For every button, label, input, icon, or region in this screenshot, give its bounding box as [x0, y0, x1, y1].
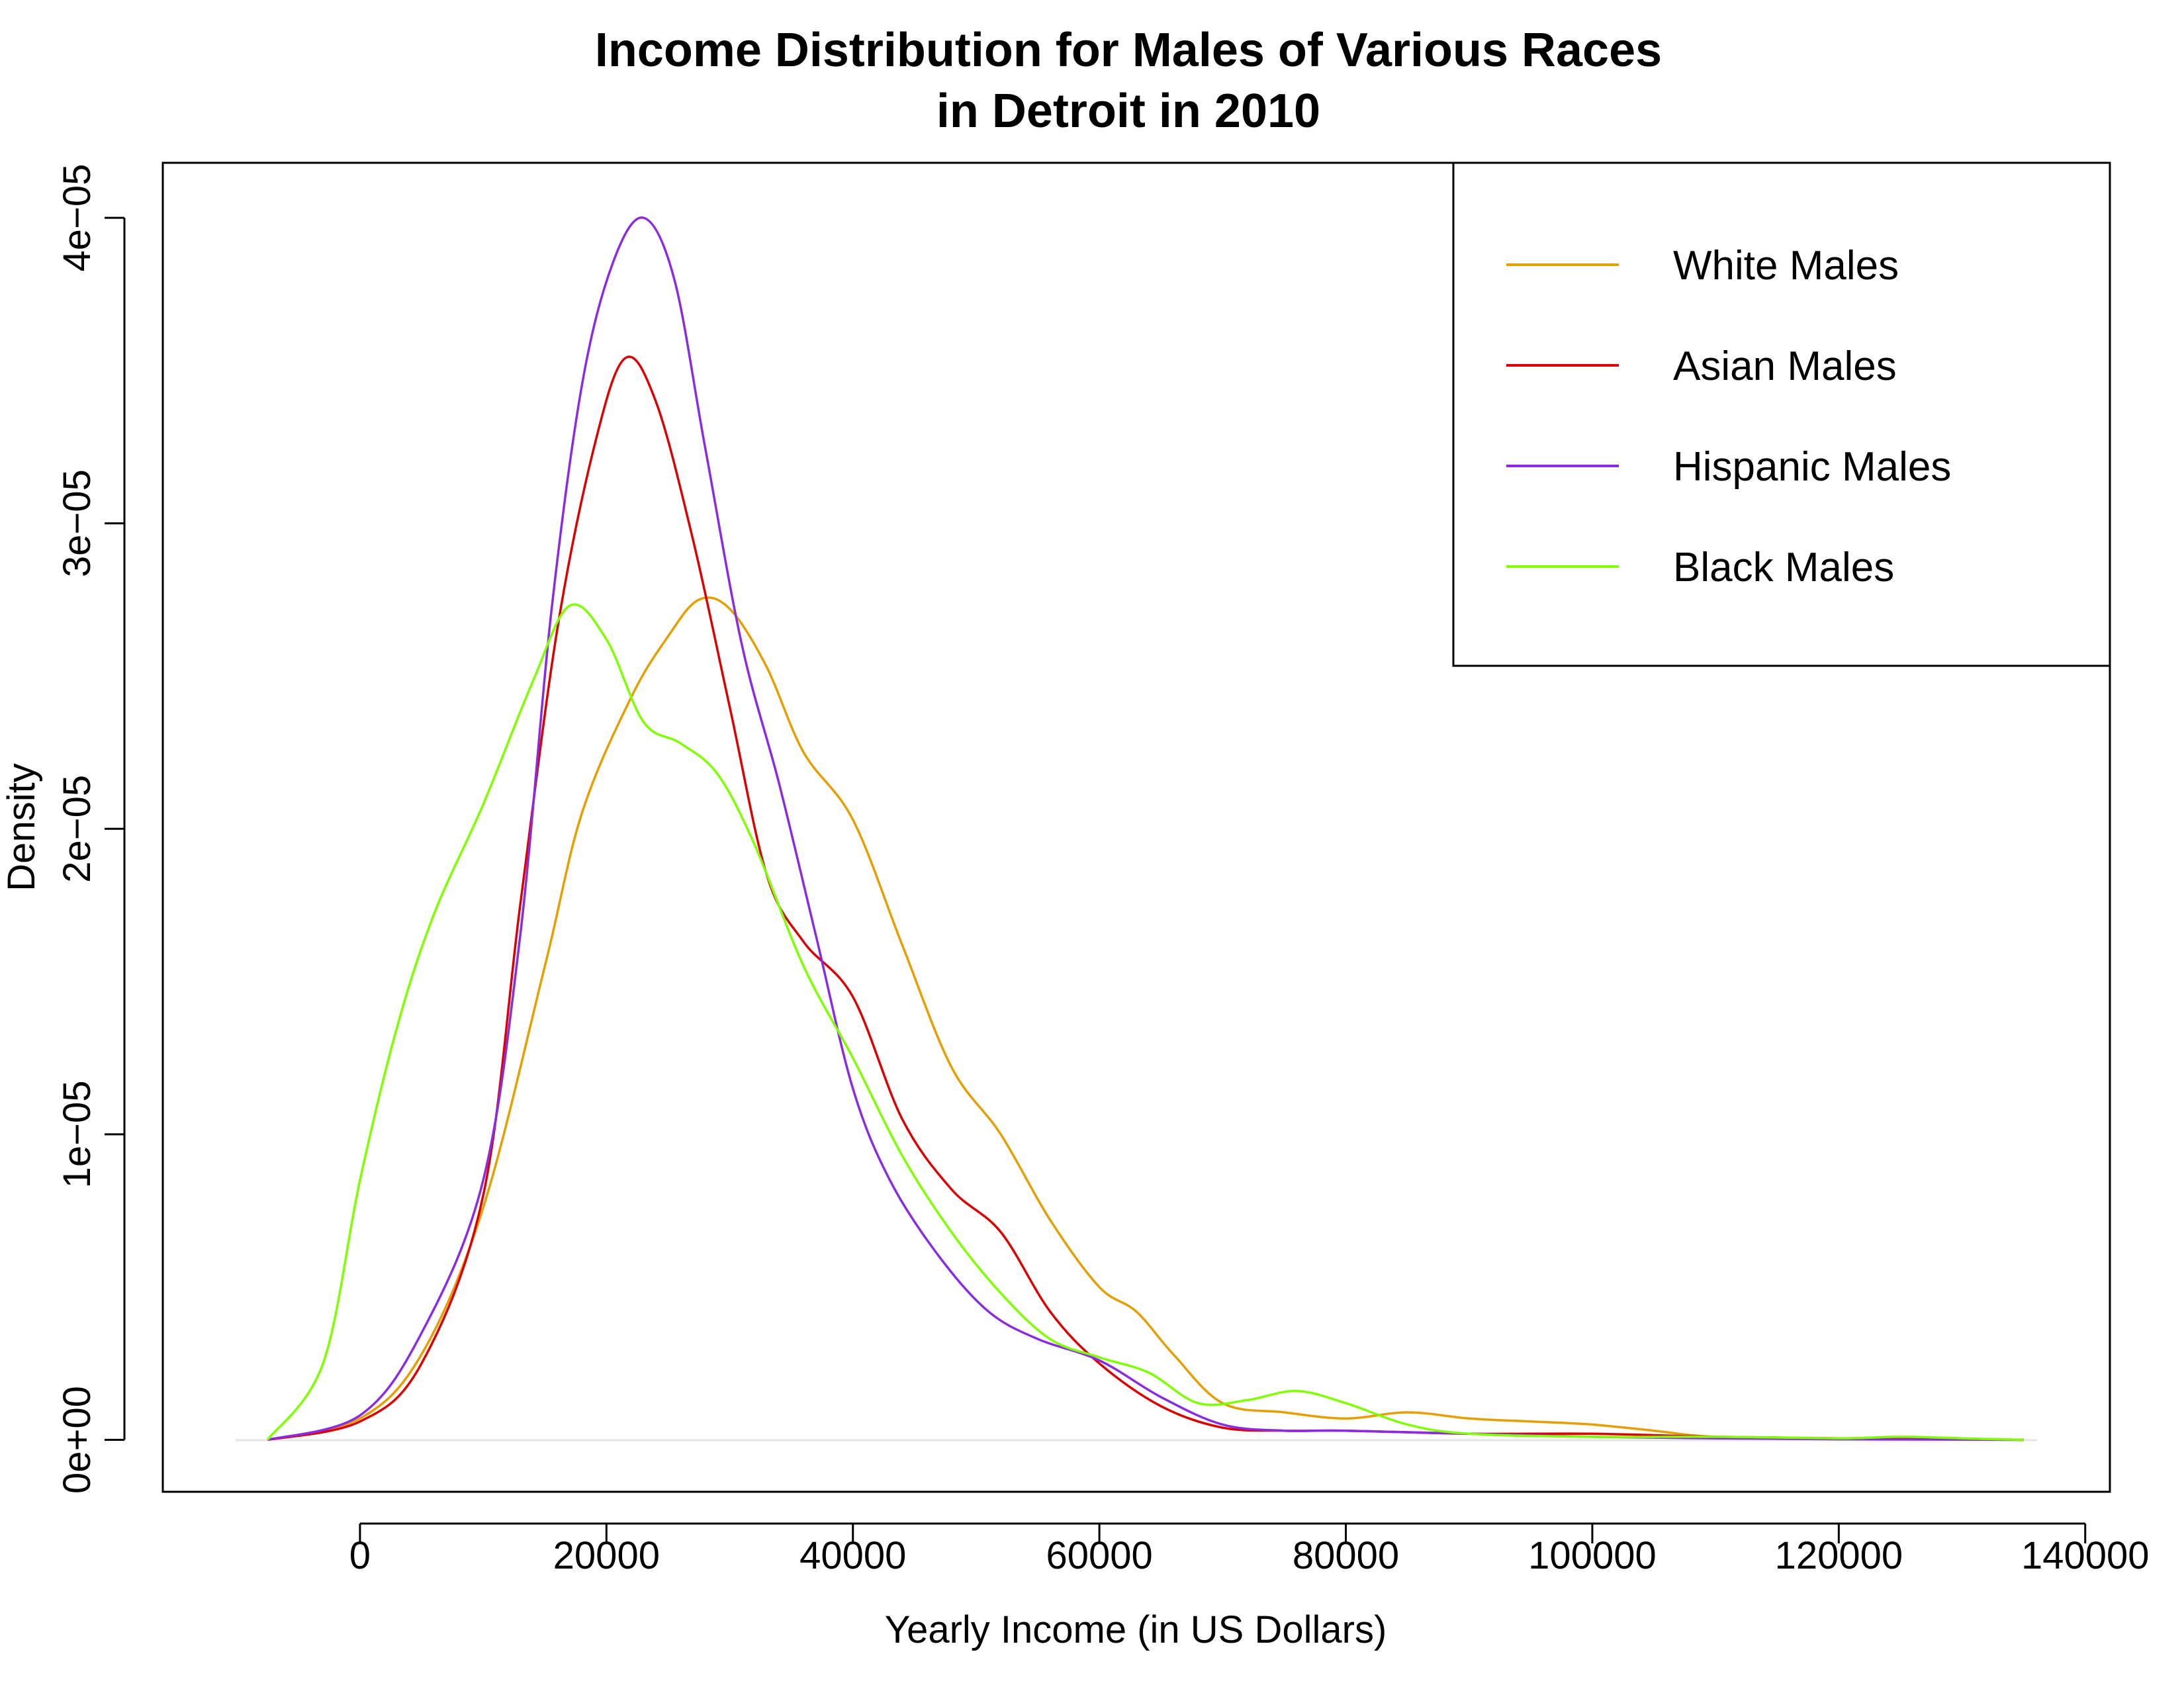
y-tick-label: 3e−05	[56, 469, 99, 577]
legend-box	[1452, 161, 2111, 667]
x-axis: 0 20000 40000 60000 80000 100000 120000 140000	[349, 1522, 2150, 1577]
legend-label-white-males: White Males	[1673, 243, 1899, 289]
series-line-black-males	[266, 603, 2024, 1441]
x-tick-label: 140000	[2021, 1534, 2150, 1577]
y-axis: 0e+00 1e−05 2e−05 3e−05 4e−05	[56, 164, 126, 1494]
x-tick-label: 40000	[799, 1534, 906, 1577]
x-axis-label: Yearly Income (in US Dollars)	[885, 1608, 1387, 1651]
legend-label-asian-males: Asian Males	[1673, 343, 1897, 389]
series-lines	[266, 216, 2024, 1441]
x-tick-label: 100000	[1528, 1534, 1657, 1577]
y-tick-label: 4e−05	[56, 164, 99, 272]
x-tick-label: 80000	[1293, 1534, 1399, 1577]
x-tick-label: 20000	[553, 1534, 660, 1577]
chart-title-line-1: Income Distribution for Males of Various…	[595, 24, 1662, 77]
y-axis-label: Density	[0, 763, 43, 891]
legend: White Males Asian Males Hispanic Males Blac…	[1452, 161, 2111, 667]
series-line-white-males	[267, 596, 2024, 1441]
y-tick-label: 0e+00	[56, 1386, 99, 1494]
plot-frame	[161, 161, 2111, 1493]
y-tick-label: 1e−05	[56, 1080, 99, 1188]
legend-label-hispanic-males: Hispanic Males	[1673, 444, 1951, 490]
x-tick-label: 0	[349, 1534, 371, 1577]
y-tick-label: 2e−05	[56, 775, 99, 883]
x-tick-label: 60000	[1046, 1534, 1152, 1577]
chart-title-line-2: in Detroit in 2010	[936, 85, 1320, 138]
legend-label-black-males: Black Males	[1673, 545, 1894, 590]
x-tick-label: 120000	[1775, 1534, 1903, 1577]
